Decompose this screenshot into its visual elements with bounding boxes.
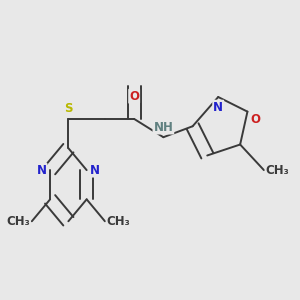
Text: N: N xyxy=(213,101,223,114)
Text: CH₃: CH₃ xyxy=(107,215,130,228)
Text: N: N xyxy=(36,164,46,177)
Text: CH₃: CH₃ xyxy=(6,215,30,228)
Text: O: O xyxy=(250,113,260,127)
Text: N: N xyxy=(90,164,100,177)
Text: NH: NH xyxy=(154,121,173,134)
Text: O: O xyxy=(129,90,139,103)
Text: CH₃: CH₃ xyxy=(266,164,290,177)
Text: S: S xyxy=(64,102,73,115)
